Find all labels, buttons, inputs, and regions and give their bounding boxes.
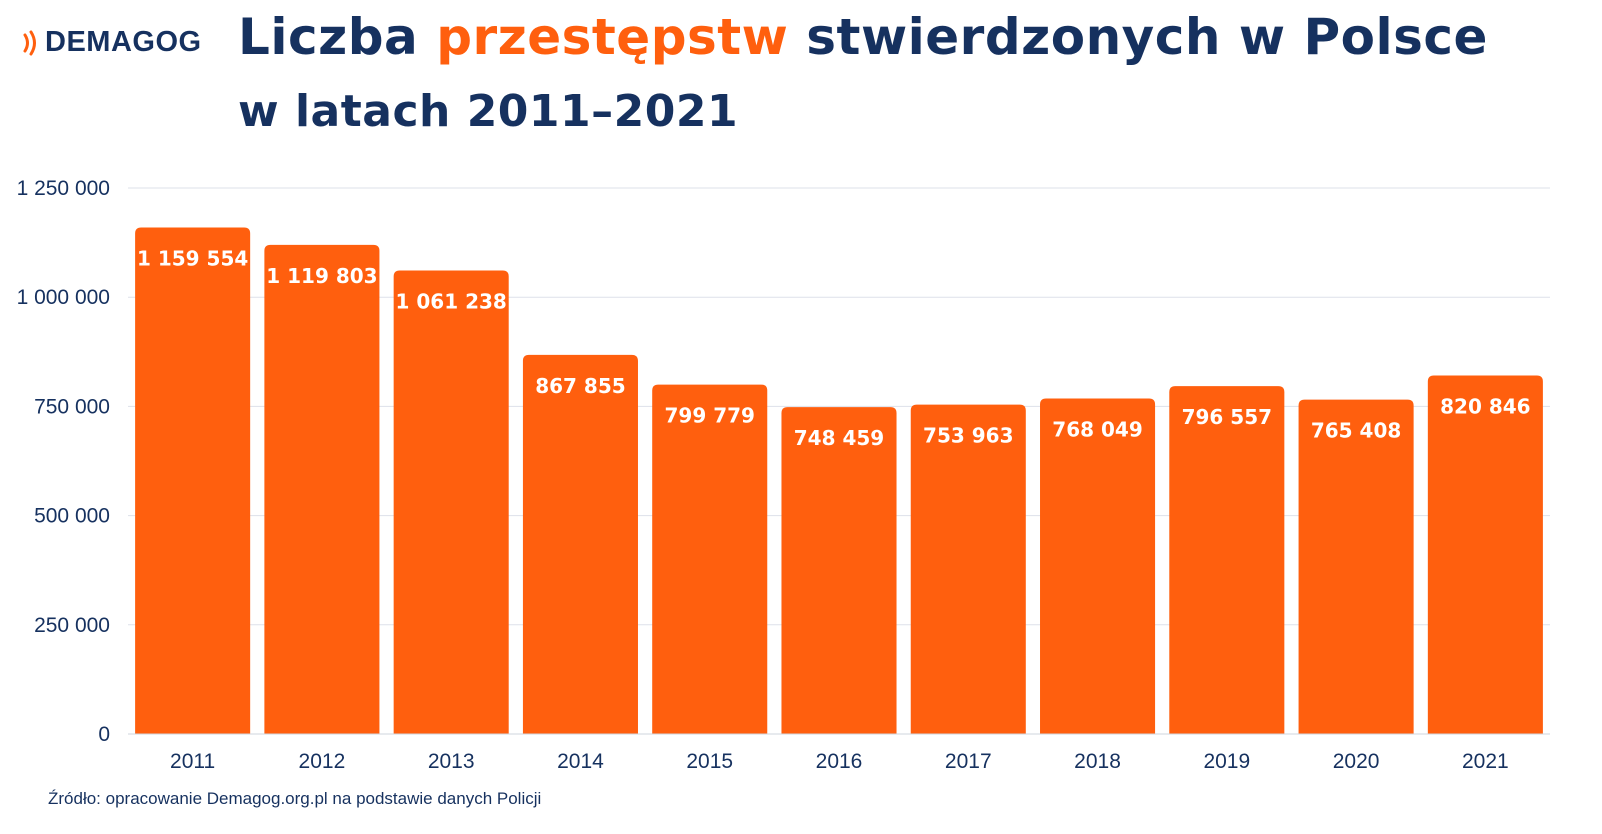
y-axis-ticks: 0 250 000 500 000 750 000 1 000 000 1 250 000 (17, 177, 110, 746)
bar-2021 (1427, 375, 1543, 734)
data-label-2015: 799 779 (664, 404, 754, 428)
data-label-2020: 765 408 (1311, 419, 1401, 443)
x-tick-label: 2015 (686, 750, 733, 773)
y-tick-label: 1 000 000 (17, 286, 110, 309)
data-label-2021: 820 846 (1440, 394, 1530, 418)
title-part1: Liczba (238, 8, 437, 66)
bar-2017 (910, 404, 1026, 734)
brand-logo: DEMAGOG (22, 26, 202, 59)
x-tick-label: 2013 (428, 750, 475, 773)
y-tick-label: 1 250 000 (17, 177, 110, 200)
bars (135, 227, 1543, 734)
data-label-2011: 1 159 554 (137, 247, 248, 271)
x-axis-ticks: 2011 2012 2013 2014 2015 2016 2017 2018 2019 2020… (170, 750, 1509, 773)
x-tick-label: 2021 (1462, 750, 1509, 773)
bar-2015 (652, 384, 768, 734)
brand-name: DEMAGOG (45, 26, 202, 58)
data-label-2014: 867 855 (535, 374, 625, 398)
bar-2018 (1040, 398, 1156, 734)
bar-2014 (522, 354, 638, 734)
data-label-2019: 796 557 (1182, 405, 1272, 429)
bar-2013 (393, 270, 509, 734)
bar-chart: 0 250 000 500 000 750 000 1 000 000 1 250 000… (17, 177, 1550, 773)
x-tick-label: 2016 (816, 750, 863, 773)
title-highlight: przestępstw (436, 8, 789, 66)
data-label-2018: 768 049 (1052, 418, 1142, 442)
radio-waves-icon (23, 30, 36, 55)
source-note: Źródło: opracowanie Demagog.org.pl na po… (48, 789, 542, 808)
bar-2016 (781, 407, 897, 734)
chart-subtitle: w latach 2011–2021 (238, 86, 739, 137)
y-tick-label: 250 000 (34, 614, 110, 637)
x-tick-label: 2017 (945, 750, 992, 773)
bar-2019 (1169, 386, 1285, 734)
data-labels: 1 159 554 1 119 803 1 061 238 867 855 799 77… (137, 247, 1531, 451)
data-label-2016: 748 459 (794, 426, 884, 450)
x-tick-label: 2018 (1074, 750, 1121, 773)
x-tick-label: 2012 (299, 750, 346, 773)
data-label-2012: 1 119 803 (266, 264, 377, 288)
chart-title: Liczba przestępstw stwierdzonych w Polsc… (238, 8, 1488, 66)
data-label-2013: 1 061 238 (396, 289, 507, 313)
bar-2020 (1298, 399, 1414, 734)
title-part2: stwierdzonych w Polsce (788, 8, 1488, 66)
y-tick-label: 500 000 (34, 505, 110, 528)
y-tick-label: 750 000 (34, 395, 110, 418)
x-tick-label: 2011 (170, 750, 215, 773)
x-tick-label: 2019 (1203, 750, 1250, 773)
y-tick-label: 0 (98, 723, 110, 746)
data-label-2017: 753 963 (923, 424, 1013, 448)
bar-2011 (135, 227, 251, 734)
x-tick-label: 2020 (1333, 750, 1380, 773)
x-tick-label: 2014 (557, 750, 604, 773)
bar-2012 (264, 244, 380, 734)
